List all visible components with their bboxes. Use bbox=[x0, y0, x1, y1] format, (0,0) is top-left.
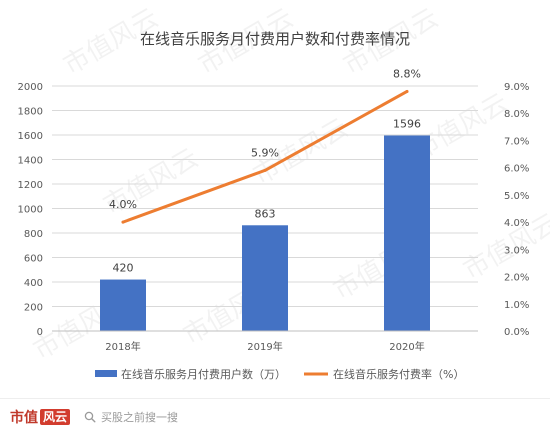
bar bbox=[384, 135, 430, 331]
y-left-tick-label: 1800 bbox=[18, 107, 43, 118]
bar-data-label: 863 bbox=[255, 207, 276, 220]
y-right-tick-label: 9.0% bbox=[504, 82, 529, 93]
line-point bbox=[264, 169, 267, 172]
chart-title: 在线音乐服务月付费用户数和付费率情况 bbox=[140, 30, 410, 48]
y-right-tick-label: 3.0% bbox=[504, 245, 529, 256]
line-data-label: 4.0% bbox=[109, 198, 137, 211]
y-left-tick-label: 600 bbox=[24, 254, 43, 265]
footer: 市值 风云 买股之前搜一搜 bbox=[0, 398, 550, 435]
brand-text: 市值 bbox=[10, 407, 38, 427]
search-hint-text: 买股之前搜一搜 bbox=[101, 409, 178, 425]
y-left-tick-label: 1200 bbox=[18, 180, 43, 191]
brand-logo[interactable]: 市值 风云 bbox=[10, 407, 70, 427]
bar bbox=[100, 280, 146, 331]
y-right-tick-label: 7.0% bbox=[504, 136, 529, 147]
y-right-tick-label: 6.0% bbox=[504, 164, 529, 175]
y-right-tick-label: 5.0% bbox=[504, 191, 529, 202]
y-left-tick-label: 1400 bbox=[18, 156, 43, 167]
line-point bbox=[406, 90, 409, 93]
y-left-tick-label: 800 bbox=[24, 229, 43, 240]
y-left-tick-label: 0 bbox=[37, 327, 43, 338]
x-tick-label: 2019年 bbox=[247, 340, 282, 353]
y-left-tick-label: 200 bbox=[24, 303, 43, 314]
x-tick-label: 2018年 bbox=[105, 340, 140, 353]
y-left-tick-label: 400 bbox=[24, 278, 43, 289]
y-left-tick-label: 1600 bbox=[18, 131, 43, 142]
y-right-tick-label: 8.0% bbox=[504, 109, 529, 120]
legend-label-bar: 在线音乐服务月付费用户数（万） bbox=[121, 367, 286, 381]
bar bbox=[242, 225, 288, 331]
line-data-label: 5.9% bbox=[251, 146, 279, 159]
y-right-tick-label: 0.0% bbox=[504, 327, 529, 338]
y-right-tick-label: 4.0% bbox=[504, 218, 529, 229]
bar-data-label: 1596 bbox=[393, 117, 421, 130]
legend-label-line: 在线音乐服务付费率（%） bbox=[333, 367, 464, 381]
y-left-tick-label: 1000 bbox=[18, 205, 43, 216]
search-hint[interactable]: 买股之前搜一搜 bbox=[84, 409, 178, 425]
combo-chart: 市值风云市值风云市值风云市值风云市值风云市值风云市值风云市值风云市值风云市值风云… bbox=[0, 0, 550, 398]
line-point bbox=[122, 221, 125, 224]
bar-data-label: 420 bbox=[113, 262, 134, 275]
x-tick-label: 2020年 bbox=[389, 340, 424, 353]
legend-swatch-bar bbox=[95, 370, 117, 377]
y-right-tick-label: 1.0% bbox=[504, 300, 529, 311]
y-right-tick-label: 2.0% bbox=[504, 273, 529, 284]
line-data-label: 8.8% bbox=[393, 67, 421, 80]
y-left-tick-label: 2000 bbox=[18, 82, 43, 93]
brand-mark: 风云 bbox=[40, 409, 70, 425]
search-icon bbox=[84, 411, 96, 423]
